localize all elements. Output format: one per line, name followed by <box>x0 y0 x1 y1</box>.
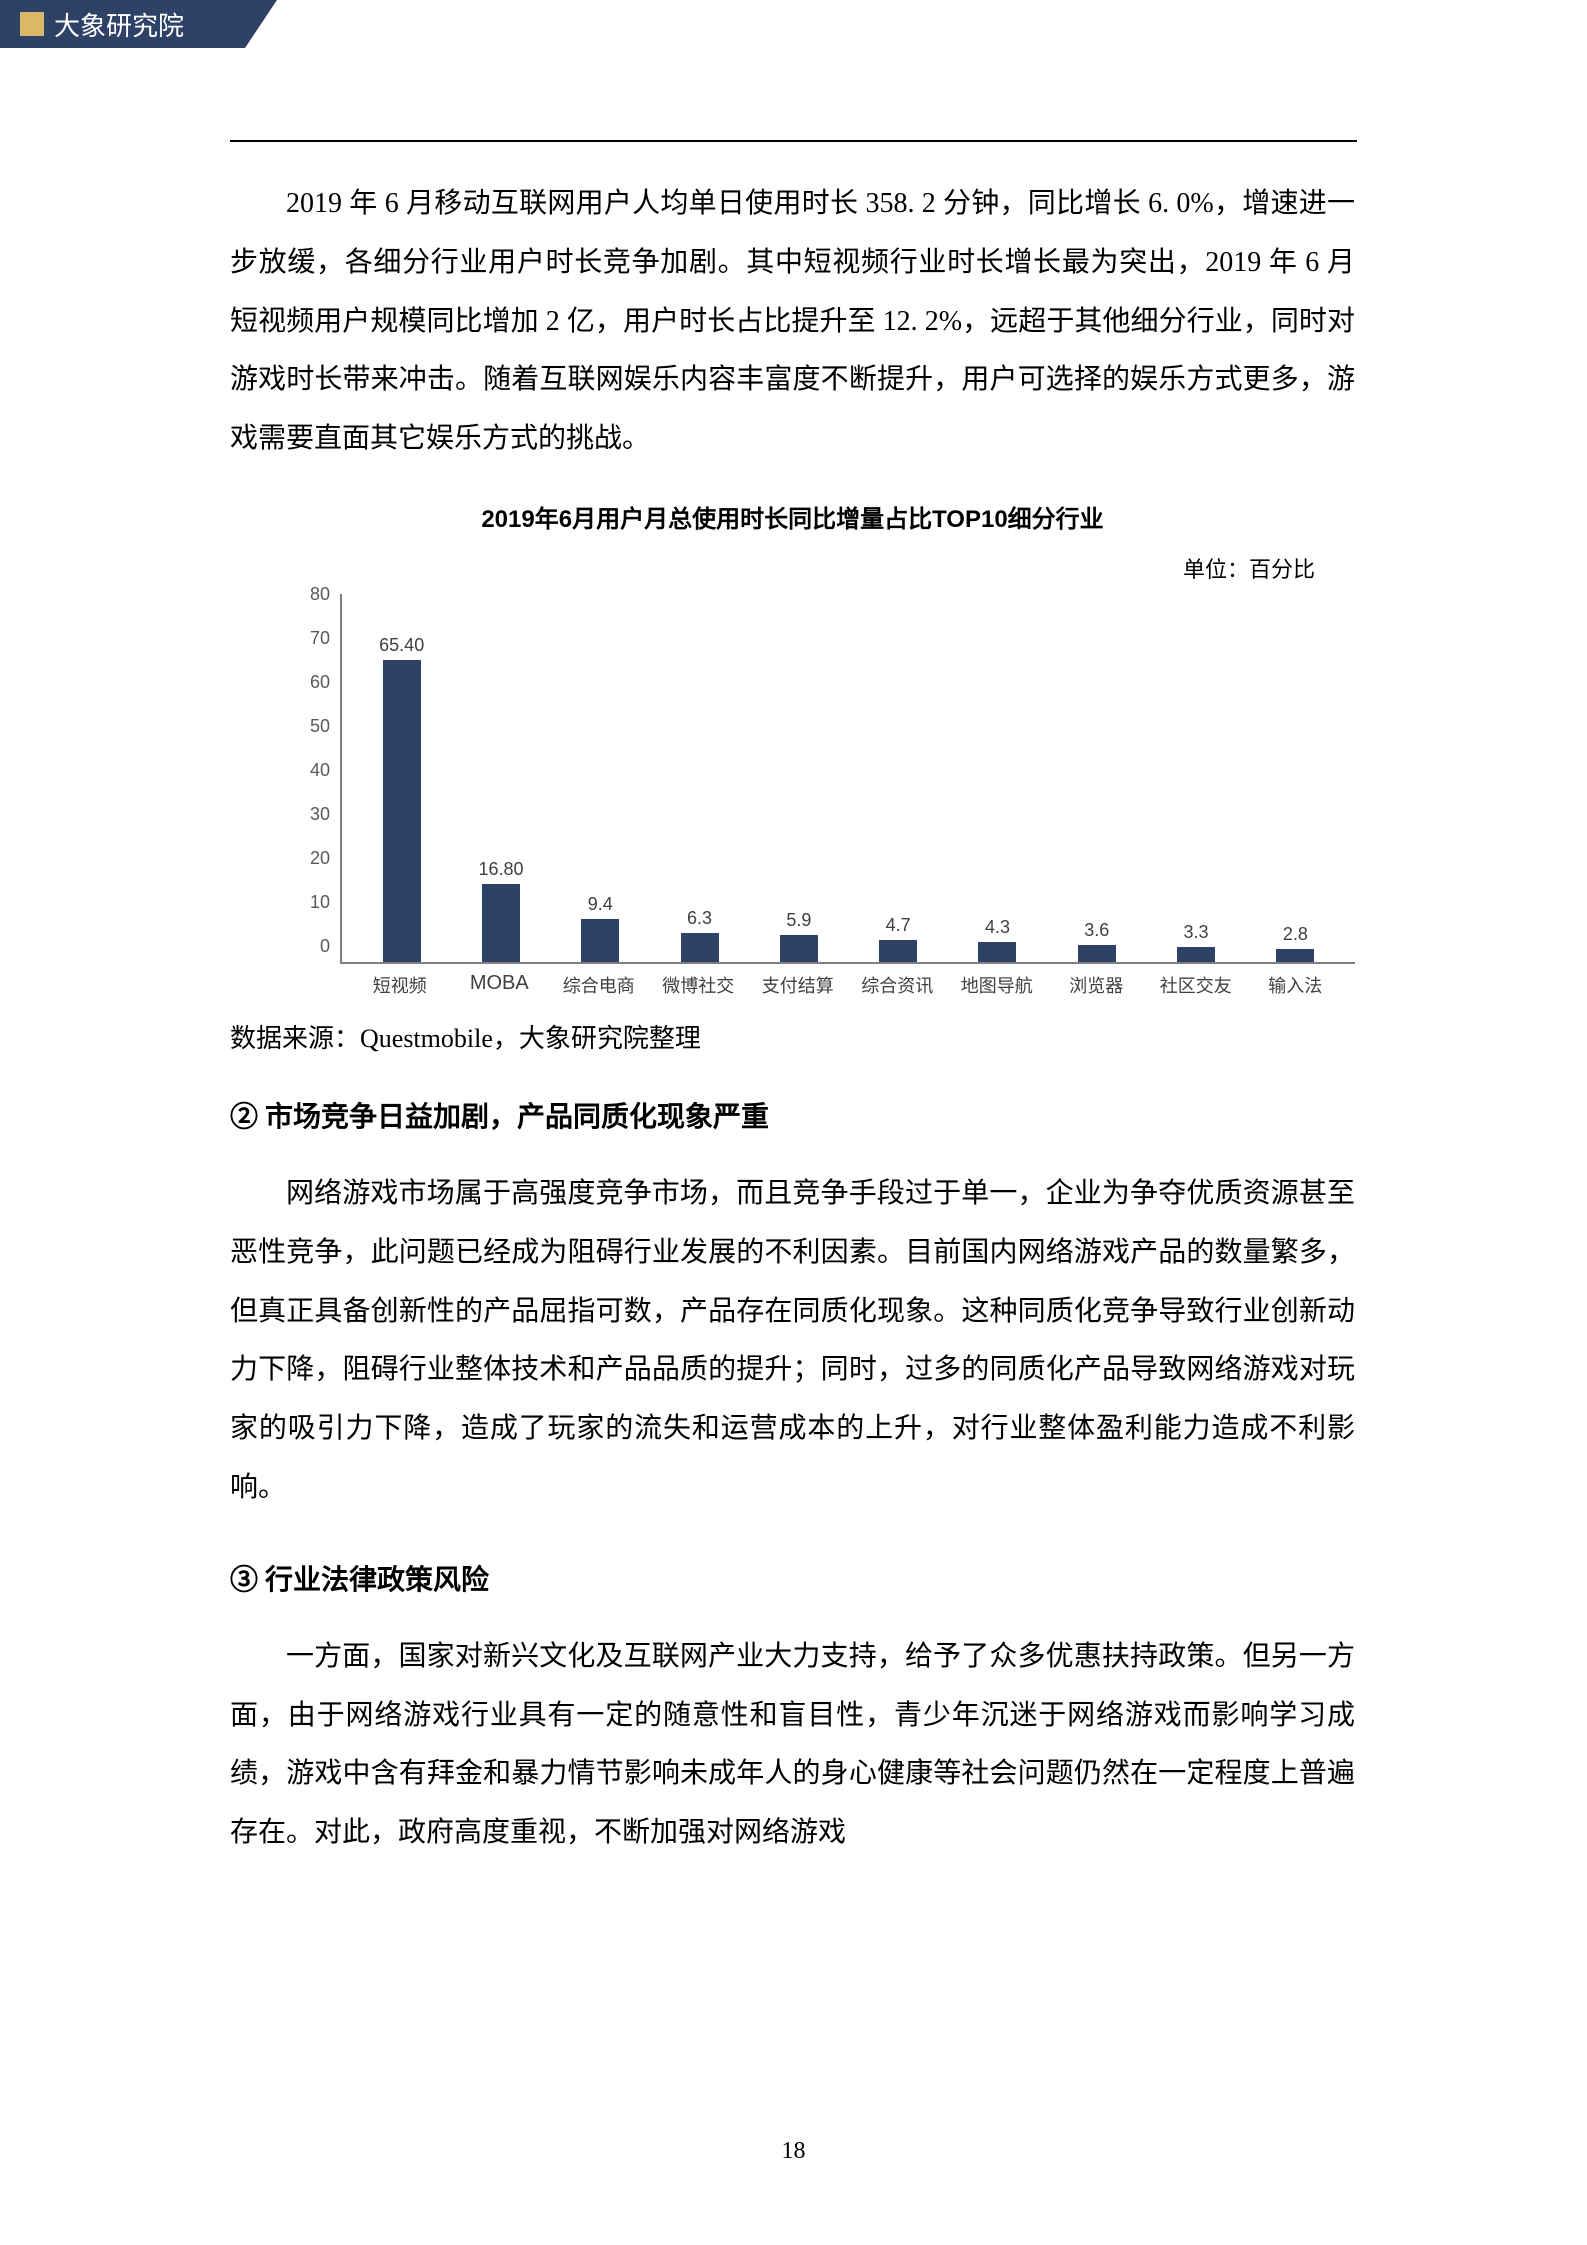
chart-title: 2019年6月用户月总使用时长同比增量占比TOP10细分行业 <box>230 499 1355 534</box>
paragraph-1: 2019 年 6 月移动互联网用户人均单日使用时长 358. 2 分钟，同比增长… <box>230 175 1355 469</box>
x-axis-label: 浏览器 <box>1047 972 1147 998</box>
section-heading-3: ③ 行业法律政策风险 <box>230 1558 1355 1598</box>
bar <box>1276 949 1314 962</box>
bar <box>482 884 520 962</box>
bar-value-label: 9.4 <box>588 894 613 915</box>
chart-unit-label: 单位：百分比 <box>230 552 1355 584</box>
bar-value-label: 2.8 <box>1283 924 1308 945</box>
chart-y-axis: 80706050403020100 <box>310 594 340 964</box>
chart-container: 80706050403020100 65.4016.809.46.35.94.7… <box>310 594 1355 998</box>
y-tick: 70 <box>310 629 330 647</box>
header-logo-text: 大象研究院 <box>54 6 184 43</box>
bar-slot: 4.3 <box>948 594 1047 962</box>
bar-value-label: 4.3 <box>985 917 1010 938</box>
x-axis-label: 综合资讯 <box>848 972 948 998</box>
bar-slot: 3.6 <box>1047 594 1146 962</box>
bar-value-label: 4.7 <box>886 915 911 936</box>
chart-block: 2019年6月用户月总使用时长同比增量占比TOP10细分行业 单位：百分比 80… <box>230 499 1355 1055</box>
bar-value-label: 3.6 <box>1084 920 1109 941</box>
section-heading-2: ② 市场竞争日益加剧，产品同质化现象严重 <box>230 1095 1355 1135</box>
bar <box>780 935 818 962</box>
bar-slot: 16.80 <box>451 594 550 962</box>
header-banner-cut <box>245 0 277 48</box>
bar <box>879 940 917 962</box>
chart-source: 数据来源：Questmobile，大象研究院整理 <box>230 1018 1355 1055</box>
paragraph-3: 一方面，国家对新兴文化及互联网产业大力支持，给予了众多优惠扶持政策。但另一方面，… <box>230 1628 1355 1863</box>
bar-slot: 5.9 <box>749 594 848 962</box>
bar <box>681 933 719 962</box>
bar-value-label: 16.80 <box>478 859 523 880</box>
header-banner: 大象研究院 <box>0 0 245 48</box>
x-axis-label: 社区交友 <box>1146 972 1246 998</box>
bar-value-label: 3.3 <box>1184 922 1209 943</box>
x-axis-label: 支付结算 <box>748 972 848 998</box>
bar <box>383 660 421 962</box>
page-content: 2019 年 6 月移动互联网用户人均单日使用时长 358. 2 分钟，同比增长… <box>230 175 1355 1863</box>
x-axis-label: 微博社交 <box>649 972 749 998</box>
bar-slot: 2.8 <box>1246 594 1345 962</box>
bar-value-label: 6.3 <box>687 908 712 929</box>
chart-plot-area: 65.40 16.80 9.4 6.3 5.9 4.7 4.3 3.6 3.3 2.8 <box>340 594 1355 964</box>
chart-x-axis: 短视频MOBA综合电商微博社交支付结算综合资讯地图导航浏览器社区交友输入法 <box>340 964 1355 998</box>
x-axis-label: 地图导航 <box>947 972 1047 998</box>
x-axis-label: 综合电商 <box>549 972 649 998</box>
paragraph-2: 网络游戏市场属于高强度竞争市场，而且竞争手段过于单一，企业为争夺优质资源甚至恶性… <box>230 1165 1355 1518</box>
bar-slot: 9.4 <box>551 594 650 962</box>
y-tick: 60 <box>310 673 330 691</box>
y-tick: 20 <box>310 849 330 867</box>
bar-slot: 65.40 <box>352 594 451 962</box>
bar-slot: 6.3 <box>650 594 749 962</box>
x-axis-label: MOBA <box>450 972 550 998</box>
top-rule <box>230 140 1357 142</box>
y-tick: 80 <box>310 585 330 603</box>
y-tick: 50 <box>310 717 330 735</box>
bar-slot: 4.7 <box>849 594 948 962</box>
bar-value-label: 65.40 <box>379 635 424 656</box>
page-number: 18 <box>0 2138 1587 2165</box>
bar-value-label: 5.9 <box>786 910 811 931</box>
y-tick: 0 <box>320 937 330 955</box>
x-axis-label: 短视频 <box>350 972 450 998</box>
chart-plot-wrap: 65.40 16.80 9.4 6.3 5.9 4.7 4.3 3.6 3.3 2.8 短视频MO… <box>340 594 1355 998</box>
bar <box>1078 945 1116 962</box>
bar <box>581 919 619 962</box>
y-tick: 30 <box>310 805 330 823</box>
bar <box>1177 947 1215 962</box>
bar <box>978 942 1016 962</box>
y-tick: 10 <box>310 893 330 911</box>
x-axis-label: 输入法 <box>1246 972 1346 998</box>
y-tick: 40 <box>310 761 330 779</box>
elephant-logo-icon <box>20 12 44 36</box>
bar-slot: 3.3 <box>1146 594 1245 962</box>
